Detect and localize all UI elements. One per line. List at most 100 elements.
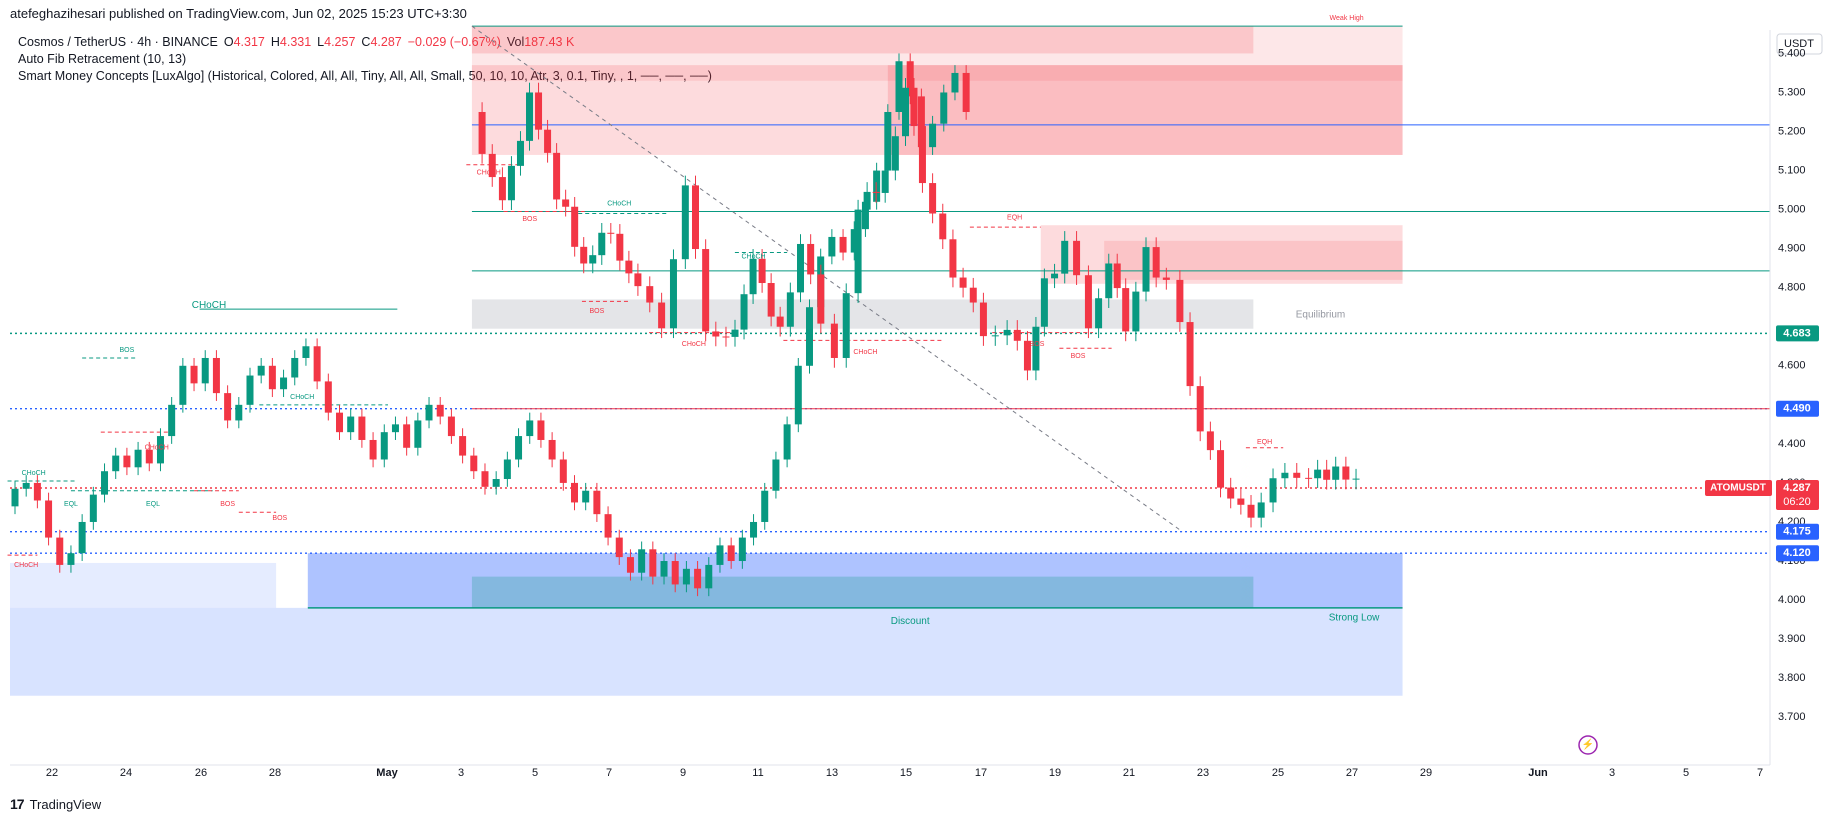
candle-body <box>257 365 265 376</box>
candle-body <box>1084 275 1092 329</box>
smc-label: EQH <box>1257 439 1272 446</box>
smc-label: CHoCH <box>682 341 706 348</box>
published-line: atefeghazihesari published on TradingVie… <box>10 6 467 21</box>
candle-body <box>503 459 511 480</box>
candle-body <box>1013 329 1021 341</box>
candle-body <box>1257 502 1265 518</box>
candle-body <box>507 165 515 201</box>
x-tick-label: 5 <box>532 767 538 779</box>
candle-body <box>731 329 739 337</box>
candle-body <box>224 393 232 421</box>
ohlc-high: H4.331 <box>271 34 311 51</box>
candle-body <box>33 482 41 501</box>
x-tick-label: 25 <box>1272 767 1284 779</box>
zone-label: Discount <box>891 616 930 627</box>
candle-body <box>681 185 689 260</box>
x-tick-label: May <box>376 767 398 779</box>
candle-body <box>580 246 588 264</box>
smc-label: CHoCH <box>22 470 46 477</box>
high-label: H <box>270 35 280 49</box>
y-tick-label: 3.900 <box>1778 633 1806 645</box>
y-tick-label: 4.600 <box>1778 360 1806 372</box>
candle-body <box>626 557 634 573</box>
candle-body <box>598 232 606 256</box>
candle-body <box>526 420 534 437</box>
candle-body <box>638 549 646 573</box>
candle-body <box>807 243 815 275</box>
x-tick-label: 11 <box>752 767 763 779</box>
price-badge <box>1776 545 1819 562</box>
candle-body <box>1352 478 1360 480</box>
candle-body <box>1061 240 1069 274</box>
y-tick-label: 4.400 <box>1778 438 1806 450</box>
candle-body <box>1095 298 1103 329</box>
candle-body <box>959 277 967 288</box>
candle-body <box>582 490 590 503</box>
smc-label: BOS <box>272 515 287 522</box>
candle-body <box>559 459 567 483</box>
currency-label[interactable]: USDT <box>1784 38 1814 50</box>
candle-body <box>1217 450 1225 488</box>
candle-body <box>758 258 766 284</box>
candle-body <box>671 561 679 585</box>
candle-body <box>447 416 455 437</box>
y-tick-label: 5.000 <box>1778 204 1806 216</box>
close-value: 4.287 <box>370 35 402 49</box>
y-tick-label: 3.700 <box>1778 711 1806 723</box>
candle-body <box>201 357 209 384</box>
candle-body <box>949 239 957 278</box>
candle-body <box>526 92 534 141</box>
symbol-title[interactable]: Cosmos / TetherUS · 4h · BINANCE <box>18 35 218 49</box>
currency-button[interactable] <box>1776 33 1823 55</box>
candle-body <box>380 432 388 460</box>
candle-body <box>1323 469 1331 480</box>
flash-icon[interactable] <box>1578 735 1598 755</box>
x-tick-label: 9 <box>680 767 686 779</box>
candle-body <box>884 111 892 171</box>
x-tick-label: 7 <box>606 767 612 779</box>
candle-body <box>694 568 702 589</box>
candle-body <box>712 331 720 337</box>
volume: Vol187.43 K <box>507 34 574 51</box>
ohlc-close: C4.287 <box>361 34 401 51</box>
candle-body <box>1293 472 1301 478</box>
candle-body <box>1196 386 1204 432</box>
candle-body <box>22 482 30 489</box>
indicator-fib[interactable]: Auto Fib Retracement (10, 13) <box>18 52 187 66</box>
candle-body <box>470 455 478 472</box>
smc-label: CHoCH <box>853 349 877 356</box>
ohlc-open: O4.317 <box>224 34 265 51</box>
candle-body <box>817 274 825 324</box>
tradingview-brand[interactable]: TradingView <box>29 796 102 812</box>
candle-body <box>854 209 862 294</box>
candle-body <box>425 404 433 421</box>
price-axis[interactable] <box>1770 30 1835 765</box>
indicator-smc[interactable]: Smart Money Concepts [LuxAlgo] (Historic… <box>18 69 712 83</box>
candle-body <box>1032 326 1040 371</box>
candle-body <box>1237 498 1245 505</box>
candle-body <box>702 249 710 332</box>
candle-body <box>1186 322 1194 387</box>
smc-label: BOS <box>589 308 604 315</box>
smc-label: BOS <box>120 347 135 354</box>
candle-body <box>1281 472 1289 479</box>
candle-body <box>168 404 176 437</box>
zone-ob_bull <box>307 553 1403 608</box>
candle-body <box>796 243 804 293</box>
candle-body <box>917 96 925 148</box>
y-tick-label: 4.000 <box>1778 594 1806 606</box>
candle-body <box>268 365 276 390</box>
candle-body <box>414 420 422 448</box>
price-badge <box>1776 325 1819 342</box>
candle-body <box>750 521 758 538</box>
candle-body <box>537 420 545 440</box>
candle-body <box>722 336 730 338</box>
tradingview-logo-icon[interactable]: 17 <box>10 796 25 812</box>
x-tick-label: 26 <box>195 767 207 779</box>
x-tick-label: 24 <box>120 767 132 779</box>
candle-body <box>830 323 838 358</box>
candle-body <box>607 232 615 234</box>
candle-body <box>535 92 543 130</box>
candle-body <box>910 87 918 127</box>
